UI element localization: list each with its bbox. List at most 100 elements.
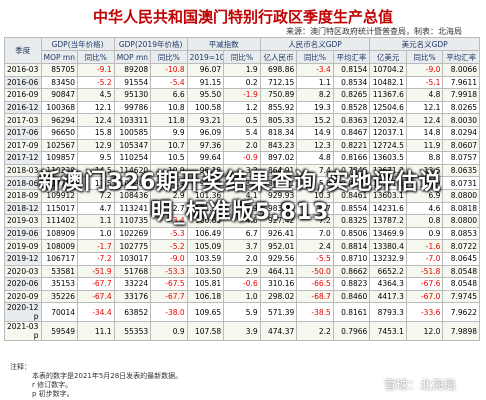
cell: -67.7 (150, 289, 188, 304)
subheader: 平均汇率 (442, 50, 480, 64)
subheader: 同比% (223, 50, 261, 64)
cell: 9.5 (77, 151, 115, 165)
cell: 13232.9 (369, 251, 407, 266)
quarter: 2018-03 (7, 166, 39, 176)
gdp-table: 季度 GDP(当年价格) GDP(2019年价格) 平减指数 人民币名义GDP 美元名义G… (4, 37, 480, 342)
note: 本表的数字是2021年5月28日发表的最新数据。 (32, 372, 183, 380)
cell: 12032.4 (369, 113, 407, 127)
quarter: 2017-03 (7, 115, 39, 125)
cell: 103311 (113, 113, 152, 127)
cell: 5.4 (223, 125, 261, 140)
cell: 2.2 (296, 321, 334, 342)
cell: 927.42 (259, 214, 298, 228)
cell: 4.8 (296, 151, 334, 165)
cell: -10.8 (150, 63, 188, 77)
cell: 110735 (113, 214, 152, 228)
cell: 8.0722 (442, 239, 480, 253)
cell: 7.9622 (442, 302, 480, 323)
cell: 1.1 (77, 214, 115, 228)
cell: 55353 (113, 321, 152, 342)
cell: 0.8221 (332, 138, 371, 153)
cell: 105.09 (186, 239, 225, 253)
cell: 110254 (113, 151, 152, 165)
cell: 7.9898 (442, 321, 480, 342)
cell: 0.8363 (332, 113, 371, 127)
cell: 2.0 (223, 138, 261, 153)
quarter: 2016-12 (7, 103, 39, 113)
cell: 96.18 (186, 163, 225, 178)
table-row: 2016-09 90847 4.5 95130 6.6 95.50 -1.9 750.89 8.… (4, 88, 480, 102)
overlay-text: 新澳门326期开奖结果查询,实地评估说明_标准版5.813 (38, 170, 442, 225)
quarter: 2017-09 (7, 140, 39, 150)
table-row: 2020-06 35153 -67.7 33224 -67.5 105.81 -0.6 310… (4, 277, 480, 291)
cell: -67.4 (77, 289, 115, 304)
cell: 698.86 (259, 63, 298, 77)
cell: 2.9 (223, 264, 261, 279)
quarter: 2020-12 (7, 303, 39, 313)
quarter-cell: 2019-12 (4, 251, 42, 266)
cell: 12.0 (405, 321, 444, 342)
cell: 12.4 (77, 113, 115, 127)
cell: 0.7846 (332, 163, 371, 178)
cell: -7.0 (405, 251, 444, 266)
cell: 105.81 (186, 277, 225, 291)
cell: 83450 (40, 75, 79, 90)
cell: 96650 (40, 125, 79, 140)
cell: 7.0 (296, 226, 334, 241)
subheader: 2019=100 (186, 50, 225, 64)
cell: 0.9 (405, 226, 444, 241)
cell: 7.2 (296, 214, 334, 228)
subheader: 亿人民币 (259, 50, 298, 64)
cell: 12.1 (77, 100, 115, 115)
cell: 13469.9 (369, 226, 407, 241)
cell: 805.33 (259, 113, 298, 127)
subheader: 同比% (296, 50, 334, 64)
cell: 0.7966 (332, 321, 371, 342)
cell: 11367.6 (369, 88, 407, 102)
subheader: 亿美元 (369, 50, 407, 64)
flag: p (33, 331, 39, 341)
quarter: 2020-03 (7, 266, 39, 276)
cell: 750.89 (259, 88, 298, 102)
cell: 818.34 (259, 125, 298, 140)
quarter: 2021-03 (7, 322, 39, 332)
cell: 8.0757 (442, 151, 480, 165)
note: p 初步数字。 (32, 390, 74, 398)
quarter: 2020-06 (7, 279, 39, 289)
cell: 100.58 (186, 100, 225, 115)
cell: 8.0030 (442, 113, 480, 127)
cell: 4.8 (405, 88, 444, 102)
cell: 8.0645 (442, 251, 480, 266)
quarter: 2016-06 (7, 77, 39, 87)
cell: 4.5 (77, 88, 115, 102)
cell: 855.92 (259, 100, 298, 115)
table-row: 2016-03 85705 -9.1 89208 -10.8 96.07 1.9 698.86… (4, 63, 480, 77)
quarter: 2019-12 (7, 254, 39, 264)
cell: 2.4 (296, 239, 334, 253)
table-row: 2016-12 100368 12.1 99786 10.8 100.58 1.2 855.9… (4, 100, 480, 115)
cell: 15.8 (77, 125, 115, 140)
quarter-cell: 2017-12 (4, 151, 42, 165)
cell: 89208 (113, 63, 152, 77)
cell: 926.41 (259, 226, 298, 241)
cell: 70014 (40, 302, 79, 323)
quarter: 2019-06 (7, 229, 39, 239)
cell: -0.6 (223, 277, 261, 291)
cell: -68.7 (296, 289, 334, 304)
table-row: 2017-03 96294 12.4 103311 11.8 93.21 0.5 805.33… (4, 113, 480, 127)
cell: 12504.6 (369, 100, 407, 115)
quarter-cell: 2019-06 (4, 226, 42, 241)
cell: 0.5 (223, 113, 261, 127)
quarter: 2018-09 (7, 191, 39, 201)
cell: 0.8662 (332, 264, 371, 279)
group-header: 季度 (4, 37, 42, 64)
cell: 10.8 (150, 100, 188, 115)
cell: 0.8154 (332, 63, 371, 77)
flag: p (33, 312, 39, 322)
cell: -5.3 (150, 226, 188, 241)
cell: -67.6 (405, 277, 444, 291)
table-row: 2019-03 111402 1.1 110735 -3.4 100.60 4.6 927.4… (4, 214, 480, 228)
subheader: 同比% (150, 50, 188, 64)
cell: 93.21 (186, 113, 225, 127)
